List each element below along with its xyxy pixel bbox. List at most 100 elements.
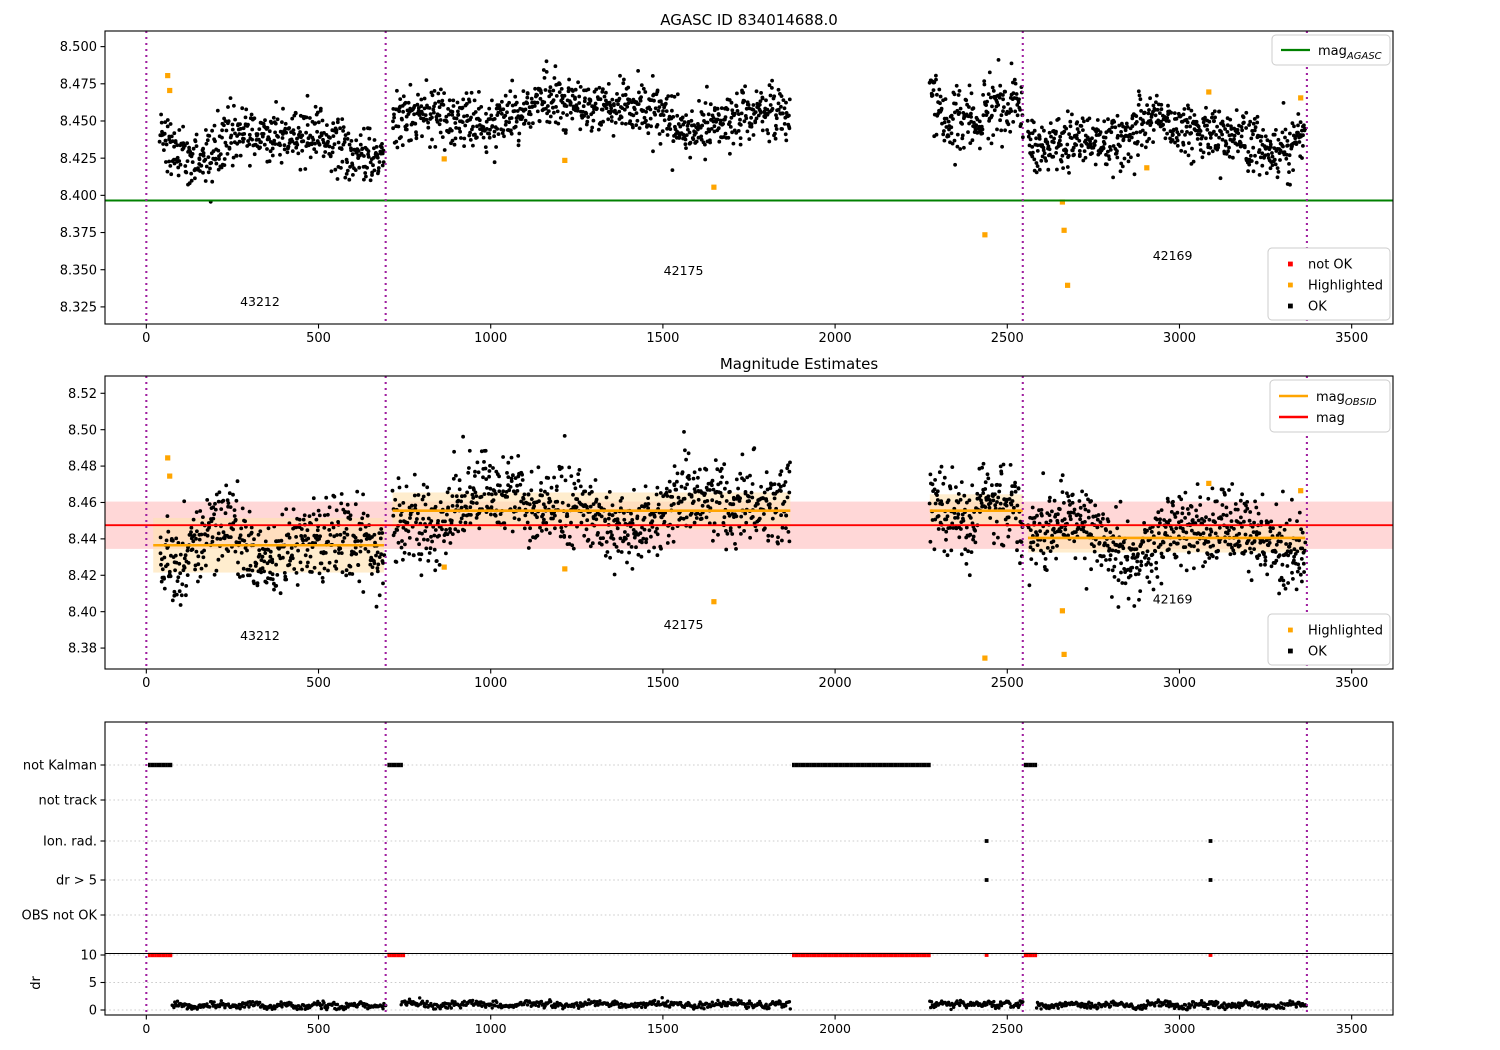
data-point-ok: [564, 104, 569, 108]
data-point-ok: [537, 499, 541, 503]
data-point-ok: [503, 93, 508, 98]
data-point-ok: [1294, 587, 1299, 592]
data-point-ok: [1192, 566, 1196, 571]
data-point-ok: [492, 489, 497, 493]
data-point-ok: [945, 553, 950, 558]
flag-marker: [389, 762, 392, 768]
data-point-ok: [366, 155, 371, 159]
data-point-ok: [770, 534, 774, 538]
data-point-ok: [305, 123, 310, 127]
data-point-ok: [338, 126, 342, 131]
data-point-ok: [216, 557, 221, 562]
data-point-ok: [618, 499, 623, 503]
data-point-ok: [1057, 507, 1062, 512]
data-point-ok: [475, 460, 480, 465]
x-tick-label-4: 2000: [819, 676, 852, 691]
data-point-ok: [604, 495, 609, 500]
scatter-segment-1: [391, 59, 792, 173]
data-point-ok: [766, 538, 771, 543]
data-point-ok: [287, 126, 292, 130]
data-point-ok: [1228, 552, 1233, 557]
data-point-ok: [395, 528, 400, 532]
data-point-ok: [1223, 492, 1227, 497]
data-point-ok: [767, 83, 772, 88]
data-point-ok: [468, 521, 473, 526]
data-point-ok: [1263, 562, 1267, 567]
data-point-ok: [339, 147, 344, 152]
data-point-ok: [193, 176, 197, 181]
data-point-ok: [1106, 154, 1111, 159]
data-point-ok: [1139, 563, 1144, 568]
data-point-ok: [232, 514, 237, 518]
data-point-ok: [1225, 130, 1230, 134]
data-point-ok: [459, 499, 463, 504]
data-point-ok: [162, 131, 167, 136]
data-point-ok: [683, 448, 687, 453]
data-point-ok: [1034, 561, 1038, 566]
legend-label-ok: OK: [1308, 300, 1327, 315]
data-point-ok: [629, 511, 633, 516]
data-point-ok: [473, 132, 477, 137]
data-point-ok: [1096, 513, 1101, 517]
data-point-ok: [776, 535, 780, 540]
data-point-ok: [726, 135, 731, 140]
dr-clipped-markers: [148, 952, 1213, 958]
data-point-ok: [1263, 555, 1268, 559]
data-point-ok: [1232, 551, 1237, 556]
data-point-ok: [228, 96, 233, 100]
data-point-ok: [187, 145, 192, 150]
data-point-ok: [263, 539, 268, 544]
data-point-ok: [612, 542, 617, 547]
data-point-ok: [1035, 164, 1040, 169]
data-point-ok: [966, 130, 970, 135]
data-point-ok: [206, 170, 211, 175]
data-point-ok: [559, 474, 564, 479]
data-point-not-ok: [833, 952, 837, 958]
data-point-ok: [460, 494, 464, 499]
data-point-ok: [620, 121, 624, 126]
data-point-ok: [453, 527, 458, 532]
data-point-ok: [422, 537, 426, 542]
data-point-ok: [1294, 142, 1299, 147]
data-point-ok: [1055, 167, 1059, 172]
data-point-ok: [1146, 111, 1151, 116]
data-point-ok: [290, 553, 294, 558]
data-point-ok: [236, 560, 240, 565]
data-point-ok: [426, 120, 430, 125]
data-point-ok: [1198, 129, 1203, 133]
data-point-ok: [1301, 144, 1305, 148]
data-point-ok: [471, 124, 475, 129]
data-point-ok: [350, 161, 354, 166]
data-point-ok: [454, 126, 458, 130]
data-point-ok: [238, 575, 242, 579]
data-point-ok: [691, 499, 696, 504]
data-point-ok: [590, 490, 594, 494]
data-point-ok: [601, 87, 605, 92]
data-point-ok: [299, 534, 304, 538]
data-point-ok: [720, 494, 724, 499]
data-point-ok: [218, 152, 223, 157]
data-point-ok: [191, 146, 196, 151]
data-point-ok: [652, 513, 657, 518]
data-point-ok: [787, 97, 792, 102]
data-point-ok: [1289, 549, 1293, 553]
data-point-ok: [439, 87, 443, 92]
data-point-ok: [1089, 567, 1093, 572]
data-point-ok: [433, 568, 438, 573]
data-point-ok: [276, 135, 280, 139]
data-point-ok: [1149, 530, 1154, 534]
data-point-ok: [323, 150, 328, 154]
data-point-ok: [628, 119, 633, 124]
data-point-ok: [374, 145, 379, 149]
data-point-ok: [721, 122, 725, 126]
data-point-ok: [1015, 548, 1019, 553]
data-point-ok: [787, 126, 792, 131]
flag-marker: [152, 762, 155, 768]
data-point-ok: [1235, 507, 1240, 512]
data-point-ok: [1149, 569, 1154, 573]
data-point-ok: [1066, 533, 1070, 538]
data-point-ok: [391, 126, 395, 131]
data-point-ok: [724, 480, 729, 485]
data-point-ok: [1247, 518, 1252, 523]
data-point-ok: [783, 480, 788, 484]
